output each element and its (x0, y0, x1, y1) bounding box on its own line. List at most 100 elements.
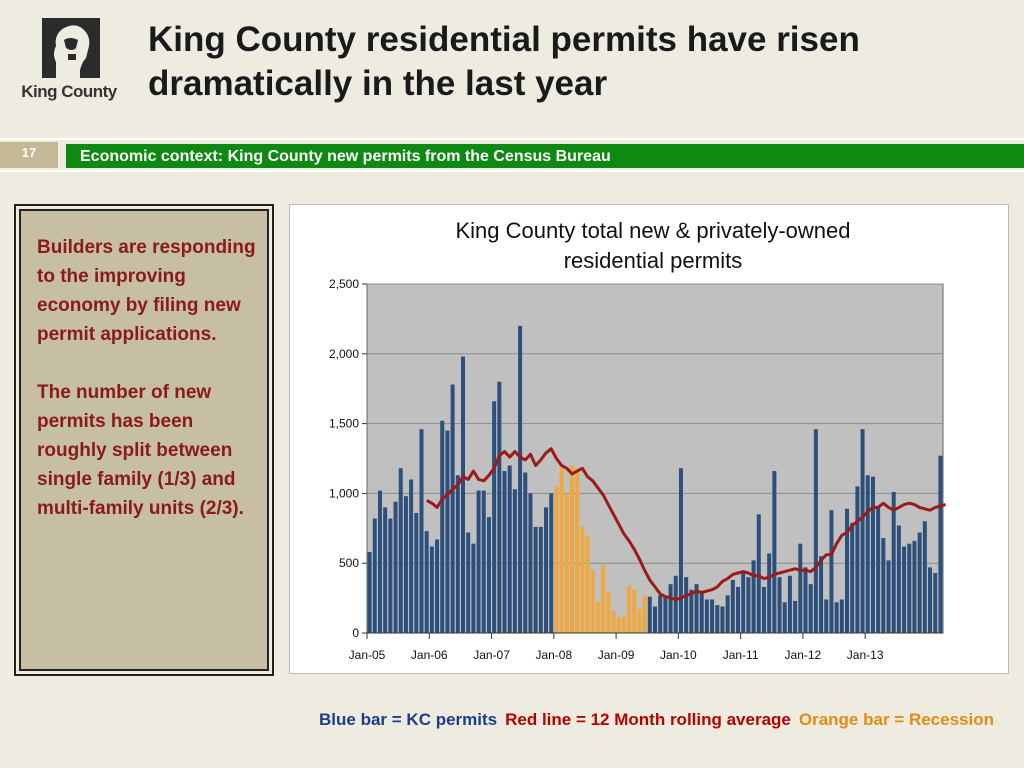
permit-bar (653, 606, 657, 633)
recession-bar (616, 617, 621, 633)
permit-bar (518, 325, 523, 633)
legend-orange-note: Orange bar = Recession (798, 710, 994, 729)
permit-bar (907, 543, 912, 633)
recession-bar (585, 535, 590, 633)
divider-top (0, 138, 1024, 140)
permit-bar (523, 472, 528, 633)
x-tick-label: Jan-07 (473, 648, 510, 662)
permit-bar (845, 508, 849, 633)
recession-bar (580, 526, 585, 633)
recession-bar (595, 602, 600, 633)
permit-bar (549, 493, 554, 633)
permit-bar (544, 507, 549, 633)
permit-bar (502, 471, 507, 633)
permit-bar (720, 606, 725, 633)
permit-bar (393, 501, 398, 633)
chart-title-line-2: residential permits (564, 248, 743, 273)
permit-bar (435, 539, 440, 633)
permit-bar (398, 468, 403, 633)
x-tick-label: Jan-10 (660, 648, 697, 662)
x-tick-label: Jan-09 (598, 648, 635, 662)
permit-bar (808, 584, 813, 633)
x-tick-label: Jan-11 (723, 648, 759, 662)
permit-bar (902, 546, 907, 633)
permit-bar (704, 599, 709, 633)
permit-bar (891, 492, 896, 633)
permit-bar (455, 475, 460, 633)
recession-bar (611, 610, 616, 633)
recession-bar (606, 591, 611, 633)
permit-bar (803, 567, 808, 633)
x-tick-label: Jan-06 (411, 648, 448, 662)
permit-bar (497, 381, 502, 633)
permit-bar (403, 496, 408, 633)
permit-bar (928, 567, 933, 633)
permit-bar (725, 595, 730, 633)
permit-bar (409, 479, 414, 633)
chart-title-line-1: King County total new & privately-owned (456, 218, 851, 243)
permit-bar (528, 493, 533, 633)
permit-bar (658, 595, 663, 633)
permit-bar (819, 556, 824, 633)
permit-bar (850, 522, 855, 633)
permit-bar (538, 526, 543, 633)
x-tick-label: Jan-05 (349, 648, 386, 662)
commentary-box-inner: Builders are responding to the improving… (19, 209, 269, 671)
permit-bar (772, 471, 777, 633)
rolling-average-line (425, 447, 946, 601)
permit-bar (933, 572, 938, 633)
x-tick-label: Jan-13 (847, 648, 884, 662)
permit-bar (876, 507, 881, 633)
king-county-logo: King County (14, 14, 124, 101)
permit-bar (839, 599, 844, 633)
divider-bottom (0, 170, 1024, 172)
permit-bar (813, 429, 818, 633)
permit-bar (767, 553, 772, 633)
permit-bar (476, 490, 481, 633)
permit-bar (466, 532, 471, 633)
permit-bar (367, 552, 372, 633)
slide-number: 17 (0, 142, 58, 168)
permit-bar (912, 540, 917, 633)
commentary-paragraph-2: The number of new permits has been rough… (37, 382, 244, 519)
commentary-box: Builders are responding to the improving… (14, 204, 274, 676)
permit-bar (860, 429, 865, 633)
page-title: King County residential permits have ris… (148, 20, 860, 103)
permit-bar (922, 521, 927, 633)
permit-bar (741, 571, 746, 633)
y-tick-label: 2,000 (329, 347, 359, 361)
permit-bar (507, 465, 512, 633)
permit-bar (486, 517, 491, 633)
permit-bar (782, 602, 787, 633)
permit-bar (736, 586, 741, 633)
permit-bar (388, 518, 393, 633)
permit-bar (372, 518, 377, 633)
permit-bar (751, 560, 756, 633)
permit-bar (761, 586, 766, 633)
recession-bar (559, 468, 564, 633)
permit-bar (492, 401, 497, 633)
y-tick-label: 1,500 (329, 417, 359, 431)
permit-bar (829, 510, 834, 633)
permit-bar (424, 531, 429, 633)
permit-bar (673, 575, 678, 633)
permit-bar (886, 560, 891, 633)
permit-bar (647, 596, 652, 633)
legend-red-note: Red line = 12 Month rolling average (505, 710, 791, 729)
recession-bar (564, 493, 569, 633)
y-tick-label: 0 (352, 626, 359, 640)
permit-bar (694, 584, 699, 633)
permit-bar (419, 429, 424, 633)
recession-bar (632, 589, 637, 633)
permit-bar (870, 476, 875, 633)
x-tick-label: Jan-12 (785, 648, 822, 662)
permit-bar (855, 486, 860, 633)
permit-bar (471, 543, 476, 633)
recession-bar (621, 616, 626, 633)
legend-blue-note: Blue bar = KC permits (319, 710, 498, 729)
permits-chart-svg: King County total new & privately-owned … (329, 218, 946, 662)
permit-bar (678, 468, 683, 633)
permit-bar (481, 490, 486, 633)
permit-bar (699, 591, 704, 633)
permit-bar (881, 538, 886, 633)
